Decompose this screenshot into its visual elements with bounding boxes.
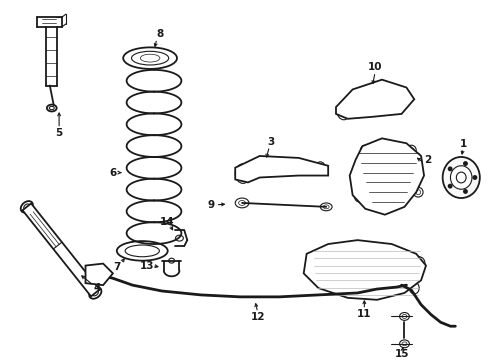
Text: 4: 4: [94, 283, 101, 293]
Ellipse shape: [442, 157, 480, 198]
Circle shape: [463, 161, 468, 166]
Text: 11: 11: [357, 310, 371, 319]
Text: 3: 3: [268, 137, 275, 147]
Ellipse shape: [169, 258, 174, 263]
Text: 9: 9: [207, 200, 214, 210]
Text: 5: 5: [55, 129, 63, 139]
Text: 6: 6: [109, 168, 117, 177]
Circle shape: [472, 175, 477, 180]
Text: 8: 8: [156, 29, 164, 39]
Circle shape: [463, 189, 468, 194]
Ellipse shape: [450, 166, 472, 189]
Polygon shape: [86, 264, 113, 285]
Text: 7: 7: [113, 261, 121, 271]
Text: 12: 12: [250, 312, 265, 323]
Text: 2: 2: [424, 155, 432, 165]
Polygon shape: [336, 80, 414, 119]
Polygon shape: [304, 240, 426, 300]
Text: 13: 13: [140, 261, 154, 271]
Text: 1: 1: [460, 139, 467, 149]
Text: 14: 14: [159, 216, 174, 226]
Polygon shape: [235, 156, 328, 183]
Text: 15: 15: [395, 348, 410, 359]
Polygon shape: [350, 138, 424, 215]
Text: 10: 10: [368, 62, 382, 72]
Circle shape: [448, 184, 453, 189]
Circle shape: [448, 166, 453, 171]
Polygon shape: [23, 203, 99, 296]
